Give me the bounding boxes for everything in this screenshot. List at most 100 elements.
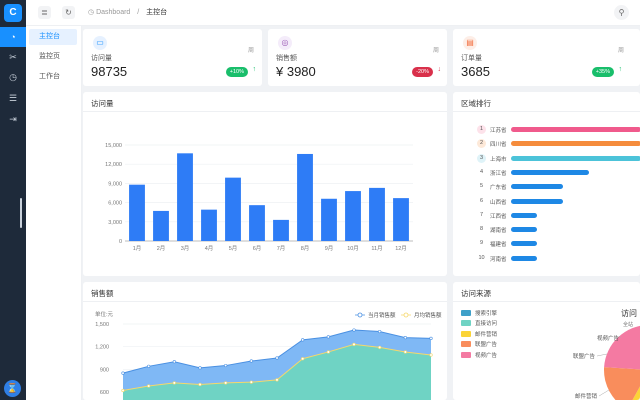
dashboard-icon[interactable]: ◔	[0, 27, 26, 47]
legend-swatch	[461, 310, 471, 316]
rank-region-label: 江苏省	[490, 128, 507, 134]
bar	[273, 219, 289, 241]
divider	[453, 301, 640, 302]
x-tick-label: 5月	[229, 245, 238, 252]
rank-region-label: 广东省	[490, 185, 507, 192]
series-point	[352, 328, 356, 332]
avatar[interactable]: ⌛	[4, 380, 21, 397]
legend-label: 邮件营销	[475, 331, 498, 338]
breadcrumb: ◷ Dashboard / 主控台	[88, 7, 167, 17]
status-badge: +10%	[225, 67, 248, 77]
rank-number: 10	[477, 253, 486, 263]
arrow-up-icon: ↑	[252, 66, 257, 73]
y-tick-label: 600	[100, 390, 109, 396]
rank-number: 8	[477, 225, 486, 235]
series-point	[429, 336, 433, 340]
bar	[297, 153, 313, 241]
rank-number: 9	[477, 239, 486, 249]
series-point	[147, 364, 151, 368]
legend-marker	[403, 312, 409, 318]
legend-swatch	[461, 330, 471, 337]
slice-label-line	[618, 335, 622, 339]
main-sidebar: C ◔ ✂ ◷ ☰ ⇥ ⌛	[0, 0, 26, 400]
rank-row: 4 浙江省	[453, 167, 640, 179]
legend-label: 月均销售额	[414, 311, 442, 319]
rank-number: 1	[477, 125, 486, 134]
slice-label: 联盟广告	[573, 352, 596, 360]
rank-bar	[511, 198, 563, 204]
slice-label: 视频广告	[597, 334, 620, 342]
stat-card-orders: ▤ 订单量 周 3685 +35% ↑	[453, 29, 640, 86]
series-point	[429, 353, 433, 357]
legend-swatch	[461, 351, 471, 358]
rank-row: 7 江西省	[453, 210, 640, 222]
tools-icon[interactable]: ✂	[9, 52, 17, 62]
rank-region-label: 山西省	[490, 199, 507, 206]
series-point	[249, 380, 253, 384]
rank-region-label: 上海市	[490, 156, 507, 163]
rank-number: 7	[477, 210, 486, 220]
rank-number: 5	[477, 182, 486, 192]
x-tick-label: 2月	[157, 245, 166, 252]
series-point	[326, 350, 330, 354]
bar	[345, 191, 361, 241]
rank-bar	[511, 255, 537, 261]
rank-bar	[511, 127, 640, 132]
refresh-icon[interactable]: ↻	[62, 6, 75, 19]
submenu-item-workbench[interactable]: 工作台	[39, 73, 60, 80]
sidebar-scrollbar[interactable]	[20, 198, 22, 228]
x-tick-label: 12月	[395, 245, 407, 252]
panel-title: 访问来源	[461, 289, 491, 298]
series-point	[198, 366, 202, 370]
bar	[201, 209, 217, 241]
stat-label: 销售额	[276, 55, 297, 62]
stat-value: ¥ 3980	[276, 64, 316, 79]
list-icon[interactable]: ☰	[8, 93, 18, 103]
x-tick-label: 4月	[205, 245, 214, 252]
series-point	[249, 359, 253, 363]
series-point	[403, 335, 407, 340]
panel-title: 访问量	[91, 99, 114, 108]
stat-period: 周	[247, 48, 254, 54]
sales-area-chart: 单位:元 600 900 1,200 1,500 当月销售额 月均销售额	[95, 310, 442, 400]
pie-subtitle: 全站	[623, 321, 633, 328]
y-tick-label: 6,000	[108, 201, 122, 207]
logout-icon[interactable]: ⇥	[9, 114, 17, 124]
series-point	[198, 382, 202, 387]
rank-bar	[511, 141, 640, 147]
submenu-item-console[interactable]: 主控台	[29, 29, 77, 45]
y-unit-label: 单位:元	[95, 310, 114, 318]
panel-title: 销售额	[91, 289, 114, 298]
rank-bar	[511, 227, 537, 233]
series-point	[301, 357, 305, 361]
series-point	[403, 350, 407, 354]
bar	[321, 198, 337, 241]
bar	[177, 153, 193, 241]
slice-label-line	[598, 389, 610, 397]
search-icon[interactable]: ⚲	[614, 5, 629, 20]
series-point	[121, 388, 125, 393]
clock-icon[interactable]: ◷	[9, 72, 17, 82]
submenu-item-monitor[interactable]: 监控页	[39, 53, 60, 60]
slice-label-line	[596, 353, 608, 357]
rank-row: 8 湖南省	[453, 224, 640, 236]
rank-row: 9 福建省	[453, 238, 640, 250]
x-tick-label: 11月	[371, 245, 382, 252]
top-bar: ≣ ↻ ◷ Dashboard / 主控台 ⚲	[26, 0, 640, 26]
area-series	[123, 344, 431, 400]
bar	[249, 205, 265, 241]
arrow-up-icon: ↑	[618, 66, 623, 73]
monitor-icon: ▭	[93, 36, 107, 50]
series-point	[326, 335, 330, 339]
collapse-menu-icon[interactable]: ≣	[38, 6, 51, 19]
x-tick-label: 7月	[277, 245, 286, 252]
bar	[369, 187, 385, 241]
legend-label: 联盟广告	[475, 342, 498, 349]
app-logo[interactable]: C	[4, 4, 22, 22]
series-point	[224, 363, 228, 368]
stat-period: 周	[617, 48, 624, 54]
breadcrumb-root[interactable]: Dashboard	[96, 9, 131, 16]
rank-row: 1 江苏省	[453, 124, 640, 136]
rank-number: 3	[477, 153, 486, 163]
series-point	[224, 381, 228, 385]
